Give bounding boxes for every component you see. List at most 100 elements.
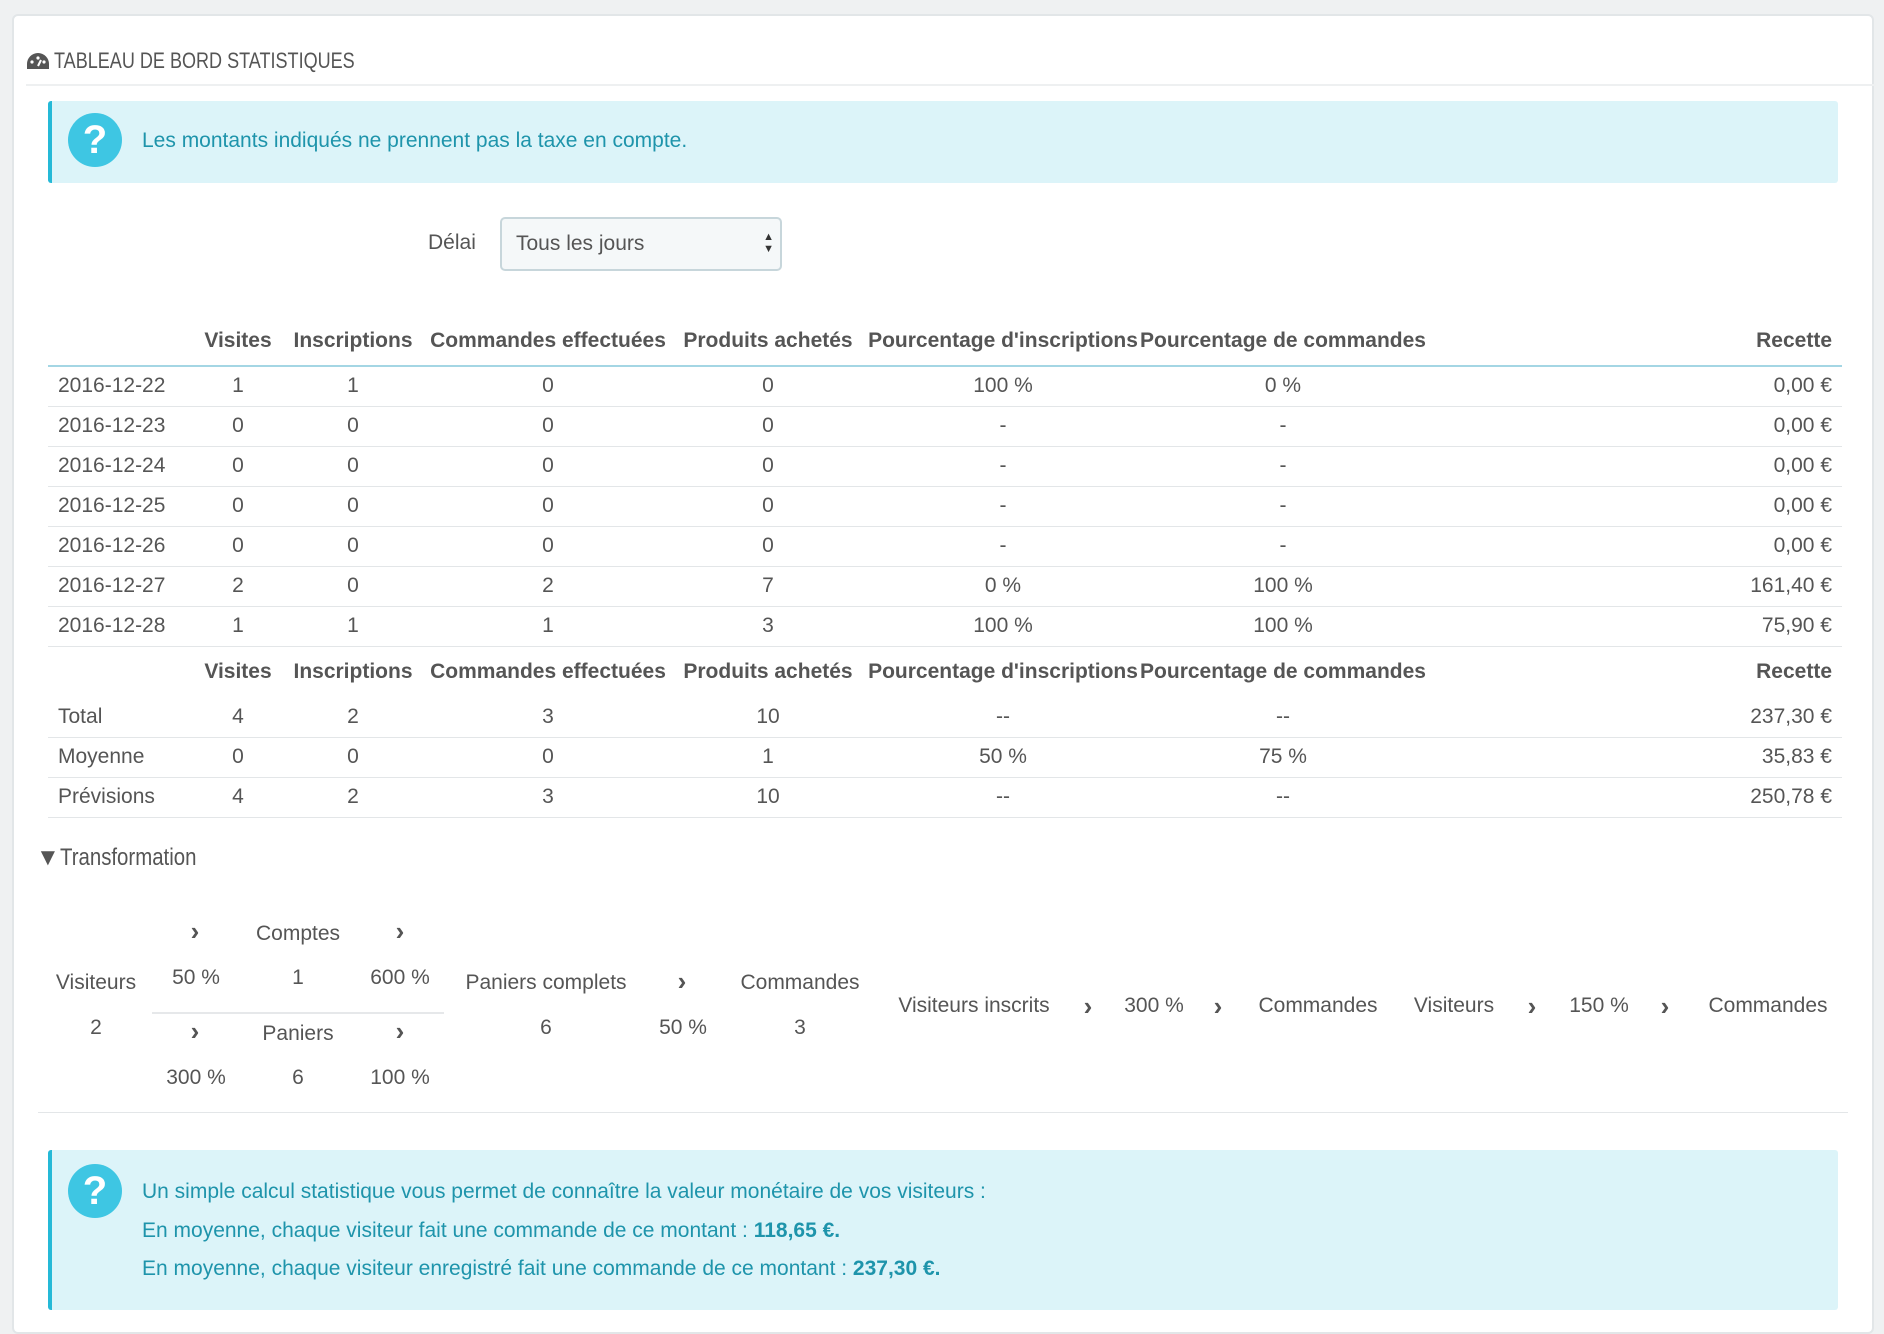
table-cell: 0,00 € xyxy=(1428,526,1842,567)
table-row: 2016-12-26 0 0 0 0- -0,00 € xyxy=(48,526,1842,567)
chevron-right-icon: › xyxy=(395,916,405,946)
funnel-accounts-in-rate: 50 % xyxy=(172,966,220,989)
table-cell: 161,40 € xyxy=(1428,566,1842,607)
funnel-registered-orders-label: Commandes xyxy=(1258,994,1378,1017)
table-cell: 2016-12-24 xyxy=(48,446,198,487)
panel-title: TABLEAU DE BORD STATISTIQUES xyxy=(54,48,355,73)
table-cell: 237,30 € xyxy=(1428,697,1842,738)
table-cell: 75,90 € xyxy=(1428,606,1842,647)
column-header: Produits achetés xyxy=(683,660,853,683)
table-cell: Prévisions xyxy=(48,777,198,818)
column-header: Commandes effectuées xyxy=(430,328,666,352)
table-cell: 2016-12-25 xyxy=(48,486,198,527)
table-cell: 3 xyxy=(668,606,868,647)
column-header: Pourcentage de commandes xyxy=(1140,660,1426,683)
table-cell: 100 % xyxy=(1138,606,1428,647)
table-cell: 0 xyxy=(668,486,868,527)
table-cell: 50 % xyxy=(868,737,1138,778)
section-divider xyxy=(38,1112,1848,1113)
table-cell: 1 xyxy=(428,606,668,647)
delay-label: Délai xyxy=(428,231,476,254)
table-cell: -- xyxy=(1138,777,1428,818)
table-cell: 0,00 € xyxy=(1428,486,1842,527)
funnel-orders-label: Commandes xyxy=(740,971,860,994)
table-cell: 1 xyxy=(198,606,278,647)
table-row: 2016-12-24 0 0 0 0- -0,00 € xyxy=(48,446,1842,487)
table-cell: 1 xyxy=(278,366,428,407)
transformation-heading: ▼Transformation xyxy=(36,844,197,871)
table-cell: 0 xyxy=(198,526,278,567)
table-cell: - xyxy=(868,406,1138,447)
table-cell: -- xyxy=(868,697,1138,738)
table-cell: Total xyxy=(48,697,198,738)
dashboard-icon xyxy=(27,53,49,69)
funnel-orders-value: 3 xyxy=(794,1016,806,1039)
table-cell: 10 xyxy=(668,697,868,738)
table-cell: 0 xyxy=(428,526,668,567)
funnel-carts-out-rate: 100 % xyxy=(370,1066,430,1089)
funnel-full-carts-label: Paniers complets xyxy=(465,971,627,994)
table-cell: 0 xyxy=(278,406,428,447)
column-header xyxy=(48,316,198,366)
funnel-carts-label: Paniers xyxy=(262,1022,334,1045)
table-cell: 0 xyxy=(428,406,668,447)
table-cell: 2016-12-28 xyxy=(48,606,198,647)
table-cell: 2016-12-22 xyxy=(48,366,198,407)
table-cell: - xyxy=(868,446,1138,487)
table-cell: 2016-12-23 xyxy=(48,406,198,447)
tax-info-alert: ? Les montants indiqués ne prennent pas … xyxy=(48,101,1838,183)
table-cell: 0 xyxy=(668,406,868,447)
table-cell: 0 xyxy=(428,486,668,527)
daily-stats-table: Visites Inscriptions Commandes effectuées P… xyxy=(48,316,1842,647)
table-header-row: Visites Inscriptions Commandes effectuées P… xyxy=(48,647,1842,697)
chevron-right-icon: › xyxy=(1527,991,1537,1021)
funnel-full-carts-value: 6 xyxy=(540,1016,552,1039)
table-cell: 0 xyxy=(278,566,428,607)
table-cell: 0 xyxy=(198,737,278,778)
visitor-value-alert: ? Un simple calcul statistique vous perm… xyxy=(48,1150,1838,1310)
table-cell: - xyxy=(868,486,1138,527)
table-cell: 0 xyxy=(668,526,868,567)
column-header: Pourcentage de commandes xyxy=(1140,328,1426,352)
table-cell: 4 xyxy=(198,777,278,818)
table-cell: 100 % xyxy=(868,606,1138,647)
funnel-accounts-value: 1 xyxy=(292,966,304,989)
stats-panel: TABLEAU DE BORD STATISTIQUES ? Les monta… xyxy=(12,14,1876,1334)
table-cell: 2 xyxy=(198,566,278,607)
table-cell: 1 xyxy=(668,737,868,778)
column-header: Pourcentage d'inscriptions xyxy=(868,328,1138,352)
funnel-divider xyxy=(152,1012,444,1014)
select-arrows-icon: ▲ ▼ xyxy=(763,231,774,255)
funnel-accounts-out-rate: 600 % xyxy=(370,966,430,989)
table-cell: 100 % xyxy=(868,366,1138,407)
chevron-right-icon: › xyxy=(1083,991,1093,1021)
table-cell: 0 xyxy=(278,526,428,567)
table-cell: 0 xyxy=(278,486,428,527)
column-header: Inscriptions xyxy=(293,660,413,683)
table-cell: 0 % xyxy=(868,566,1138,607)
table-cell: 0 xyxy=(428,366,668,407)
table-cell: 0,00 € xyxy=(1428,406,1842,447)
table-row: 2016-12-27 2 0 2 7 0 % 100 % 161,40 € xyxy=(48,566,1842,607)
table-cell: 3 xyxy=(428,777,668,818)
table-cell: - xyxy=(1138,406,1428,447)
funnel-visitors-value: 2 xyxy=(90,1016,102,1039)
table-cell: 0 xyxy=(668,366,868,407)
funnel-carts-value: 6 xyxy=(292,1066,304,1089)
table-cell: 4 xyxy=(198,697,278,738)
table-cell: 1 xyxy=(198,366,278,407)
table-cell: 0 xyxy=(668,446,868,487)
chevron-right-icon: › xyxy=(1213,991,1223,1021)
table-row: Moyenne 0 0 0 1 50 % 75 % 35,83 € xyxy=(48,737,1842,778)
column-header: Recette xyxy=(1756,328,1832,352)
column-header: Visites xyxy=(204,660,272,683)
table-cell: 0 xyxy=(278,737,428,778)
funnel-all-orders-label: Commandes xyxy=(1708,994,1828,1017)
column-header: Inscriptions xyxy=(293,328,413,352)
chevron-right-icon: › xyxy=(677,966,687,996)
funnel-visitors-label: Visiteurs xyxy=(55,971,137,994)
column-header: Visites xyxy=(204,328,272,352)
table-row: Total 4 2 3 10 -- -- 237,30 € xyxy=(48,697,1842,738)
table-cell: - xyxy=(868,526,1138,567)
delay-select[interactable]: Tous les jours ▲ ▼ xyxy=(500,217,782,271)
